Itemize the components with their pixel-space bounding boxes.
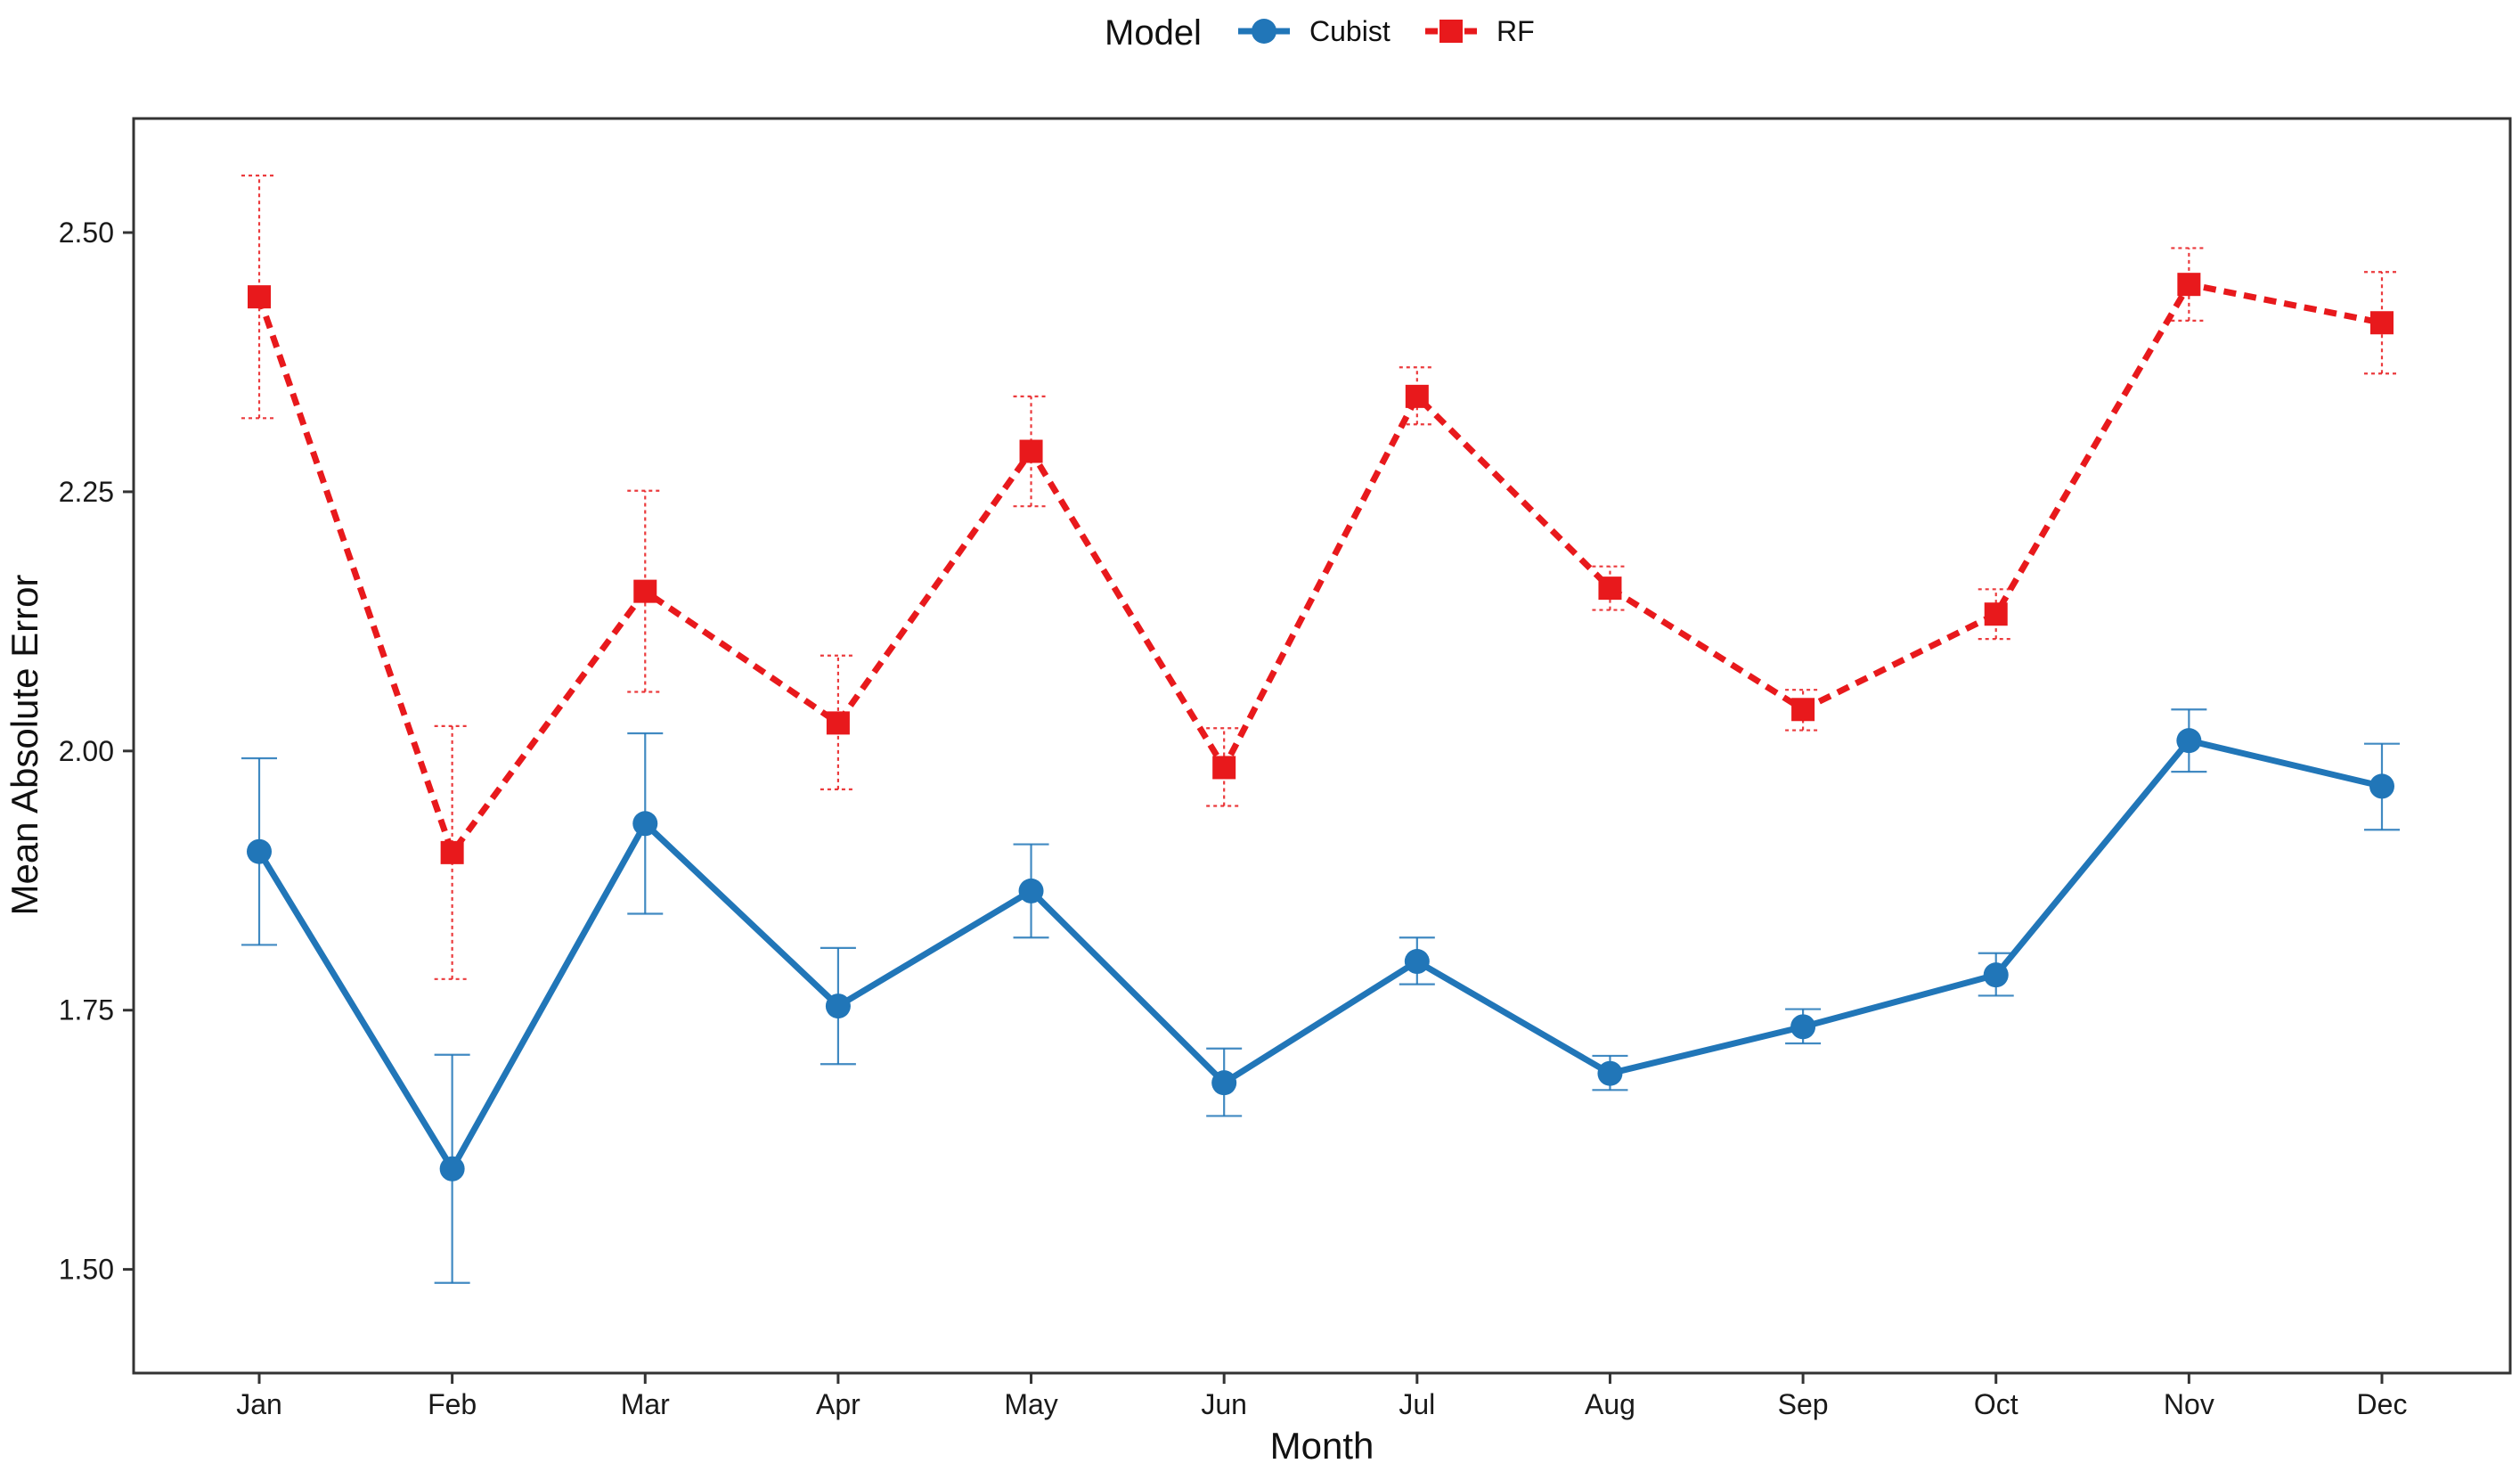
y-axis-title: Mean Absolute Error [4, 575, 45, 916]
y-tick-label-2.25: 2.25 [59, 476, 114, 508]
data-point-cubist-sep[interactable] [1790, 1014, 1816, 1040]
x-tick-label-feb: Feb [428, 1388, 477, 1420]
data-point-cubist-feb[interactable] [439, 1156, 465, 1182]
y-tick-label-1.50: 1.50 [59, 1254, 114, 1286]
error-bars-rf [241, 174, 2400, 980]
error-bar-rf-sep [1785, 689, 1822, 732]
data-point-rf-jun[interactable] [1212, 756, 1236, 780]
legend-label-cubist: Cubist [1309, 15, 1390, 47]
data-point-rf-jan[interactable] [248, 285, 271, 309]
data-point-cubist-oct[interactable] [1983, 962, 2009, 988]
legend-title: Model [1105, 13, 1202, 53]
data-point-rf-jul[interactable] [1405, 384, 1429, 408]
x-tick-label-aug: Aug [1585, 1388, 1635, 1420]
legend: Model Cubist RF [1105, 13, 1535, 53]
x-axis-title: Month [1270, 1425, 1374, 1467]
legend-entry-rf[interactable]: RF [1425, 15, 1535, 47]
x-tick-label-jun: Jun [1201, 1388, 1247, 1420]
x-tick-label-dec: Dec [2357, 1388, 2408, 1420]
data-point-rf-sep[interactable] [1791, 698, 1815, 722]
x-tick-label-may: May [1004, 1388, 1057, 1420]
plot-panel-border [132, 117, 2512, 1375]
data-point-cubist-nov[interactable] [2176, 728, 2202, 754]
x-tick-label-jul: Jul [1399, 1388, 1435, 1420]
data-point-cubist-apr[interactable] [825, 993, 851, 1019]
series-cubist [241, 708, 2400, 1284]
y-tick-label-2.00: 2.00 [59, 735, 114, 767]
data-point-rf-feb[interactable] [440, 840, 464, 864]
data-point-cubist-jul[interactable] [1404, 949, 1430, 975]
data-point-rf-oct[interactable] [1984, 602, 2008, 626]
y-tick-label-1.75: 1.75 [59, 994, 114, 1026]
x-tick-label-mar: Mar [621, 1388, 670, 1420]
data-point-cubist-may[interactable] [1018, 878, 1044, 904]
data-point-cubist-mar[interactable] [632, 811, 658, 837]
legend-key-marker-rf [1439, 20, 1463, 43]
data-point-rf-nov[interactable] [2177, 273, 2201, 297]
data-point-rf-aug[interactable] [1598, 576, 1622, 601]
data-point-cubist-jan[interactable] [247, 838, 272, 864]
legend-label-rf: RF [1497, 15, 1535, 47]
legend-key-marker-cubist [1252, 19, 1276, 44]
data-point-cubist-dec[interactable] [2369, 773, 2394, 799]
error-bars-cubist [241, 708, 2400, 1284]
x-axis: Jan Feb Mar Apr May Jun Jul Aug Sep Oct Nov Dec [236, 1373, 2407, 1420]
data-point-rf-dec[interactable] [2370, 311, 2394, 335]
data-point-rf-may[interactable] [1019, 439, 1043, 463]
series-rf [241, 174, 2400, 980]
x-tick-label-nov: Nov [2164, 1388, 2214, 1420]
data-point-cubist-aug[interactable] [1597, 1060, 1623, 1086]
series-line-cubist [257, 737, 2383, 1173]
y-tick-label-2.50: 2.50 [59, 217, 114, 249]
y-axis: 1.50 1.75 2.00 2.25 2.50 [59, 217, 134, 1286]
x-tick-label-sep: Sep [1778, 1388, 1829, 1420]
markers-rf [248, 273, 2394, 864]
data-point-rf-mar[interactable] [633, 579, 657, 603]
error-bar-rf-feb [434, 724, 470, 980]
legend-entry-cubist[interactable]: Cubist [1238, 15, 1390, 47]
x-tick-label-oct: Oct [1974, 1388, 2018, 1420]
series-layer [241, 174, 2400, 1284]
data-point-rf-apr[interactable] [826, 711, 850, 735]
data-point-cubist-jun[interactable] [1211, 1070, 1237, 1096]
markers-cubist [247, 728, 2394, 1182]
series-line-rf [256, 281, 2383, 856]
x-tick-label-apr: Apr [816, 1388, 860, 1420]
error-bar-rf-may [1013, 395, 1049, 508]
x-tick-label-jan: Jan [236, 1388, 282, 1420]
